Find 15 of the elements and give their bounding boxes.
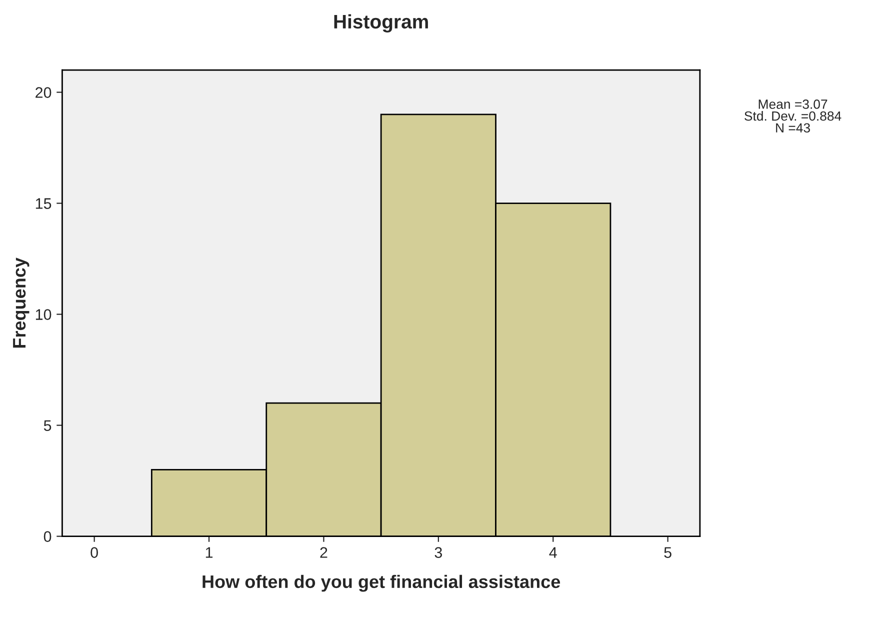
chart-title: Histogram	[334, 14, 428, 33]
x-tick-label: 1	[206, 547, 213, 558]
y-tick-label: 5	[44, 420, 52, 431]
text: Mean =3.07 Std. Dev. =0.884 N =43	[744, 100, 842, 133]
y-axis-title: Frequency	[13, 258, 30, 348]
y-tick-label: 0	[44, 531, 52, 542]
x-tick-label: 0	[90, 547, 98, 558]
y-tick-label: 10	[36, 309, 52, 320]
x-tick-label: 4	[549, 547, 557, 558]
y-tick-label: 20	[36, 87, 52, 98]
x-axis-title: How often do you get financial assistance	[202, 574, 560, 592]
y-tick-label: 15	[36, 198, 52, 209]
x-tick-label: 3	[434, 547, 442, 558]
x-tick-label: 5	[664, 547, 672, 558]
x-tick-label: 2	[320, 547, 328, 558]
